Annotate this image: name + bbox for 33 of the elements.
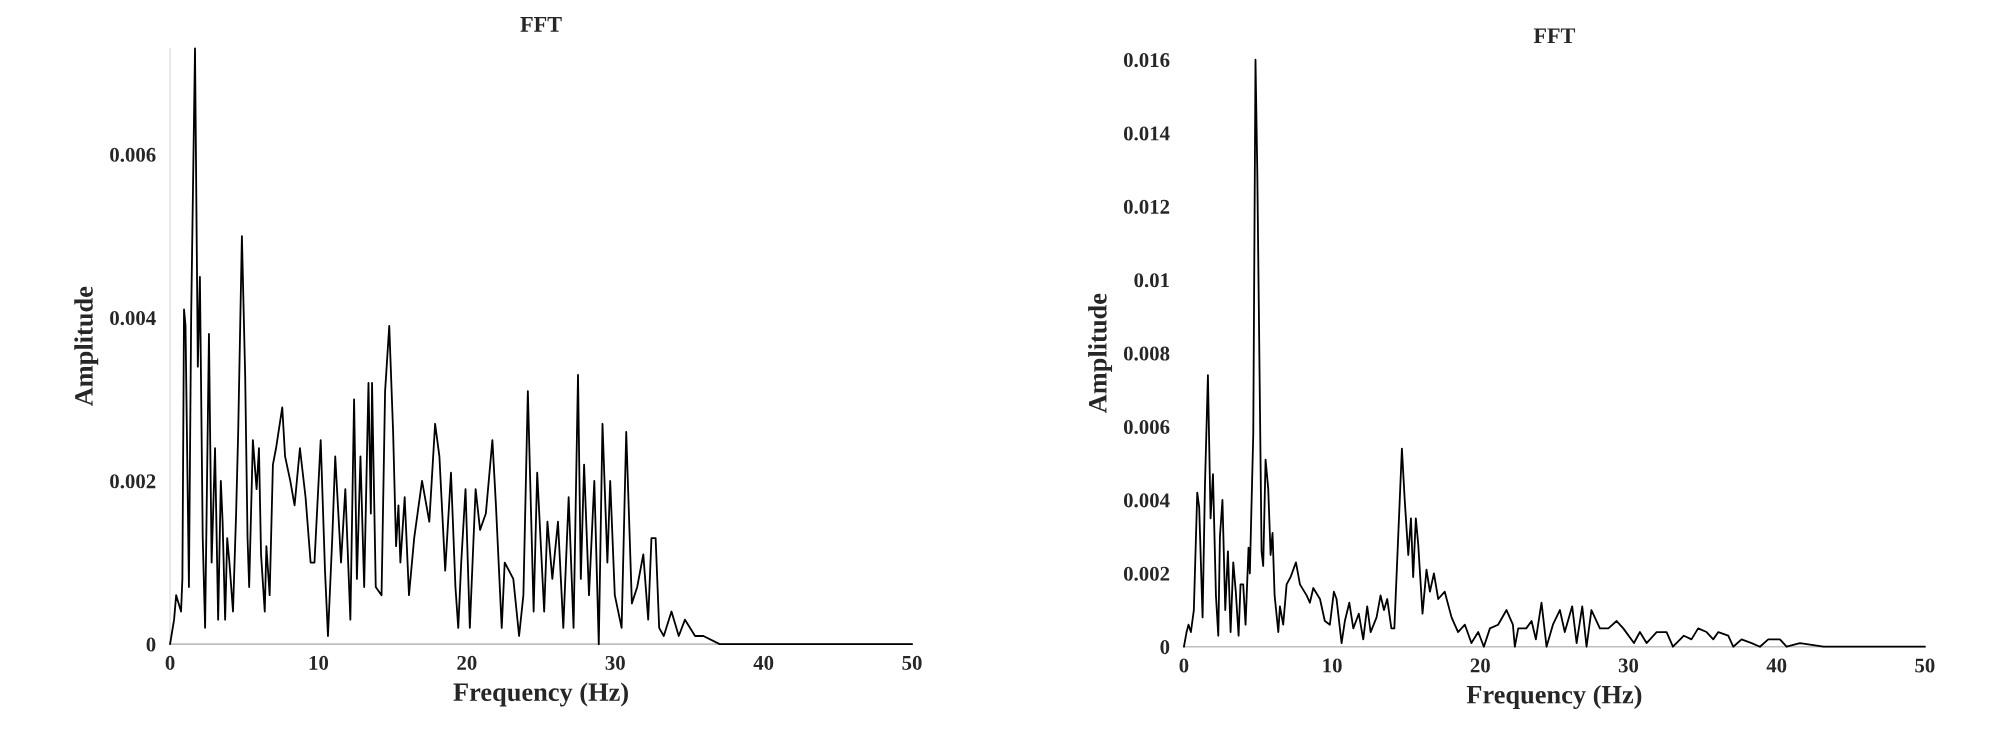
- y-tick-label: 0.012: [1123, 199, 1170, 214]
- line-series: [1183, 58, 1926, 648]
- y-axis-title: Amplitude: [74, 286, 99, 407]
- y-axis-title: Amplitude: [1088, 293, 1113, 414]
- y-tick-label: 0.004: [1123, 493, 1170, 508]
- x-tick-label: 0: [1179, 658, 1189, 673]
- x-tick-label: 10: [309, 655, 329, 670]
- y-tick-label: 0: [1160, 640, 1170, 655]
- y-tick-label: 0.004: [110, 311, 156, 326]
- x-axis-title: Frequency (Hz): [453, 682, 628, 707]
- x-tick-label: 0: [165, 655, 175, 670]
- y-tick-label: 0.01: [1134, 273, 1169, 288]
- y-tick-label: 0.006: [110, 147, 156, 162]
- x-tick-label: 10: [1323, 658, 1342, 673]
- x-tick-label: 50: [1915, 658, 1935, 673]
- x-tick-label: 40: [753, 655, 774, 670]
- y-tick-label: 0: [146, 637, 156, 652]
- x-tick-label: 20: [457, 655, 477, 670]
- x-tick-label: 40: [1766, 658, 1787, 673]
- y-tick-label: 0.006: [1123, 419, 1170, 435]
- x-tick-label: 20: [1470, 658, 1490, 673]
- x-tick-label: 30: [605, 655, 625, 670]
- x-axis-title: Frequency (Hz): [1466, 685, 1642, 710]
- y-tick-label: 0.016: [1123, 53, 1170, 68]
- x-tick-label: 30: [1618, 658, 1639, 673]
- y-tick-label: 0.002: [1123, 566, 1170, 581]
- y-tick-label: 0.014: [1123, 126, 1170, 141]
- x-tick-label: 50: [902, 655, 922, 670]
- y-tick-label: 0.002: [110, 474, 156, 489]
- line-series: [169, 47, 913, 646]
- y-tick-label: 0.008: [1123, 346, 1170, 361]
- chart-title: FFT: [520, 17, 562, 32]
- chart-title: FFT: [1533, 28, 1576, 43]
